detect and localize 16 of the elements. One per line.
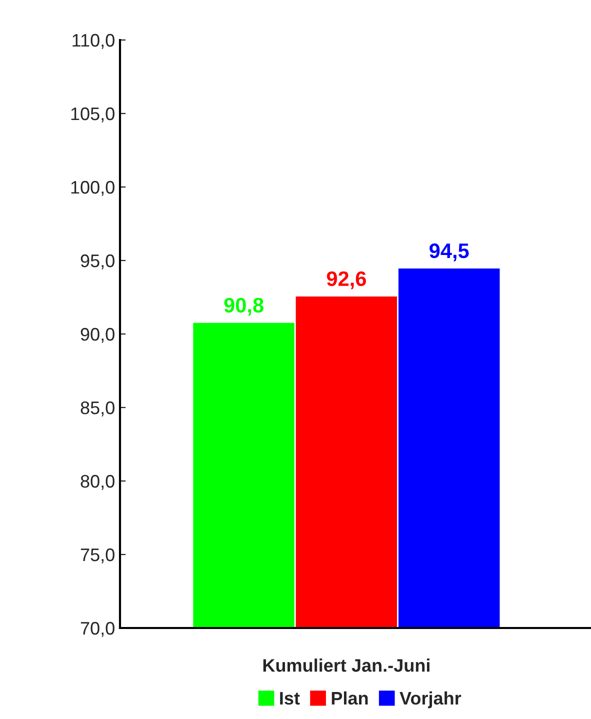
legend-label: Plan xyxy=(332,691,368,705)
y-tick-label: 70,0 xyxy=(80,622,114,637)
data-label: 94,5 xyxy=(430,243,469,262)
y-tick-label: 80,0 xyxy=(80,474,114,490)
legend-label: Vorjahr xyxy=(400,691,462,708)
y-tick-label: 85,0 xyxy=(80,401,114,416)
data-label: 92,6 xyxy=(326,271,366,290)
y-tick-label: 95,0 xyxy=(80,254,114,270)
data-label: 90,8 xyxy=(224,298,264,316)
y-tick-label: 110,0 xyxy=(72,34,114,49)
y-tick-label: 90,0 xyxy=(80,328,114,343)
x-tick-label: Kumuliert Jan.-Juni xyxy=(263,658,430,672)
y-tick-label: 75,0 xyxy=(80,548,114,564)
y-tick-label: 100,0 xyxy=(71,180,114,196)
y-tick-label: 105,0 xyxy=(71,107,114,122)
legend-label: Ist xyxy=(280,692,300,705)
